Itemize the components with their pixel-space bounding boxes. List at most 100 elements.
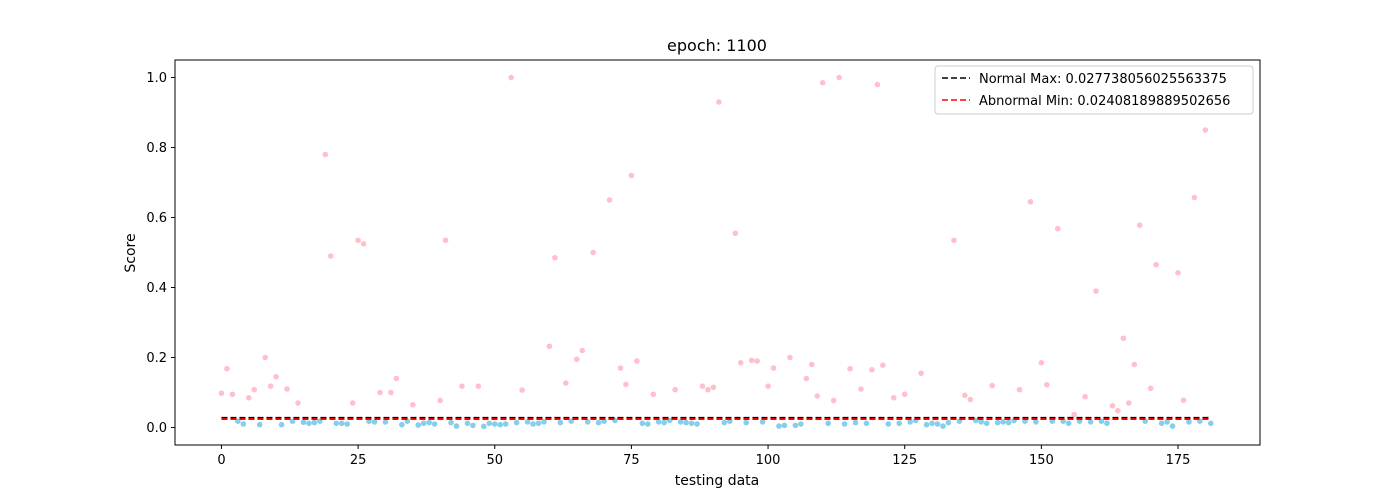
normal-point	[825, 420, 831, 427]
abnormal-point	[1202, 127, 1209, 133]
normal-point	[929, 420, 935, 427]
abnormal-point	[1180, 397, 1187, 404]
abnormal-point	[858, 386, 864, 392]
abnormal-point	[737, 359, 744, 366]
abnormal-point	[634, 358, 640, 364]
abnormal-point	[1044, 382, 1050, 388]
x-tick-label: 50	[486, 453, 503, 468]
abnormal-point	[218, 390, 225, 397]
normal-point	[256, 421, 263, 428]
abnormal-point	[442, 237, 449, 244]
normal-point	[694, 421, 700, 427]
normal-point	[661, 419, 668, 426]
y-tick-label: 0.6	[146, 211, 167, 226]
y-tick-label: 0.8	[146, 141, 167, 156]
plot-area-frame	[174, 59, 1261, 446]
abnormal-point	[579, 347, 586, 354]
normal-point	[759, 419, 766, 425]
abnormal-point	[1153, 261, 1159, 268]
abnormal-point	[1120, 335, 1127, 342]
abnormal-point	[918, 370, 924, 377]
y-tick-label: 0.4	[146, 281, 167, 296]
normal-point	[453, 423, 460, 429]
y-tick-label: 0.2	[146, 351, 167, 366]
normal-point	[448, 419, 454, 426]
abnormal-point	[475, 383, 482, 390]
normal-point	[885, 421, 892, 427]
normal-point	[426, 419, 432, 426]
normal-point	[798, 421, 804, 427]
normal-point	[1065, 420, 1072, 427]
x-tick-label: 25	[350, 453, 367, 468]
x-tick-label: 75	[623, 453, 640, 468]
y-axis-label: Score	[123, 233, 139, 272]
normal-point	[994, 419, 1001, 426]
abnormal-point	[519, 387, 525, 393]
normal-point	[1005, 419, 1012, 426]
abnormal-point	[224, 365, 230, 372]
abnormal-point	[962, 392, 968, 399]
normal-point	[300, 419, 307, 426]
y-tick-label: 1.0	[146, 71, 167, 86]
normal-point	[541, 419, 547, 425]
abnormal-point	[890, 394, 897, 401]
normal-point	[333, 420, 340, 427]
normal-point	[776, 423, 782, 429]
abnormal-point	[360, 240, 367, 247]
normal-point	[382, 419, 389, 425]
normal-point	[584, 419, 591, 425]
abnormal-point	[770, 365, 777, 371]
normal-point	[481, 423, 487, 430]
abnormal-point	[1115, 407, 1121, 414]
abnormal-point	[951, 237, 957, 244]
abnormal-point	[699, 383, 706, 390]
abnormal-point	[273, 373, 279, 380]
abnormal-point	[284, 386, 290, 392]
abnormal-point	[262, 354, 268, 361]
normal-point	[240, 421, 247, 427]
normal-point	[677, 419, 684, 425]
y-tick-label: 0.0	[146, 421, 167, 436]
normal-point	[655, 419, 662, 425]
normal-point	[420, 420, 427, 427]
normal-point	[639, 420, 646, 427]
abnormal-point	[606, 197, 613, 203]
normal-point	[431, 421, 438, 427]
abnormal-point	[377, 389, 383, 396]
threshold-lines-layer	[221, 416, 1211, 420]
normal-point	[338, 420, 345, 427]
abnormal-point	[573, 356, 580, 363]
abnormal-point	[393, 375, 400, 382]
normal-point	[415, 422, 422, 428]
abnormal-point	[1054, 225, 1061, 232]
x-tick-label: 0	[217, 453, 225, 468]
normal-point	[923, 421, 930, 428]
abnormal-point	[1136, 222, 1143, 228]
abnormal-point	[836, 74, 842, 81]
abnormal-point	[327, 253, 334, 259]
abnormal-point	[623, 381, 629, 388]
normal-point	[311, 419, 318, 426]
abnormal-point	[787, 354, 793, 361]
abnormal-point	[388, 389, 394, 396]
normal-point	[595, 419, 602, 426]
abnormal-point	[803, 375, 810, 382]
normal-point	[306, 420, 312, 427]
abnormal-point	[437, 397, 443, 404]
abnormal-point	[967, 396, 974, 403]
normal-point	[940, 423, 946, 429]
abnormal-point	[267, 383, 274, 390]
abnormal-point	[989, 382, 995, 389]
abnormal-point	[1093, 288, 1099, 294]
abnormal-point	[650, 391, 657, 398]
legend-normal-max-label: Normal Max: 0.027738056025563375	[979, 72, 1227, 87]
normal-point	[743, 419, 749, 426]
abnormal-point	[1109, 403, 1116, 409]
abnormal-point	[1082, 393, 1088, 400]
normal-point	[945, 419, 952, 426]
normal-point	[683, 419, 689, 426]
abnormal-point	[628, 172, 635, 179]
legend-box	[934, 65, 1254, 115]
